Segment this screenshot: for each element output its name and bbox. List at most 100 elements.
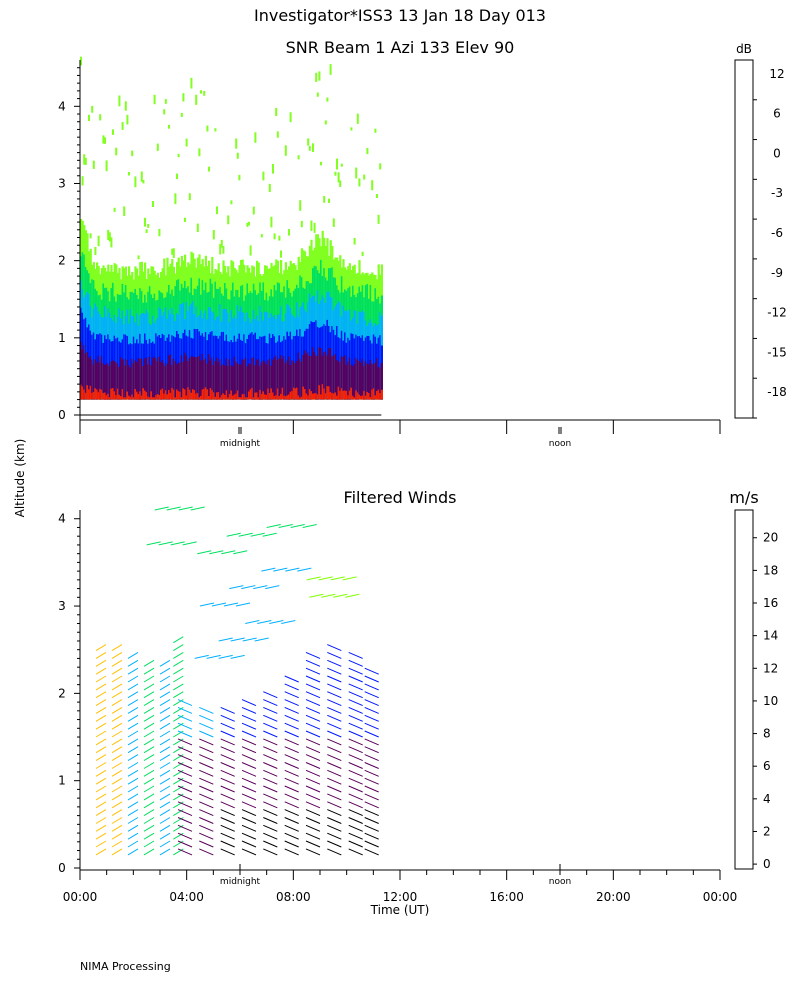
- wind-barb: [220, 769, 235, 777]
- wind-barb: [364, 738, 379, 746]
- wind-barb: [364, 809, 379, 817]
- wind-barb: [305, 730, 321, 738]
- wind-barb: [241, 746, 257, 754]
- wind-barb: [95, 824, 107, 832]
- wind-barb: [95, 683, 107, 691]
- snr-cell: [232, 366, 235, 400]
- snr-cell: [347, 395, 350, 400]
- wind-barb: [143, 817, 155, 824]
- snr-cell: [164, 390, 167, 400]
- snr-cell: [168, 355, 171, 400]
- snr-cell: [288, 229, 290, 236]
- snr-cell: [326, 355, 329, 400]
- snr-cell: [219, 359, 222, 400]
- wind-barb: [327, 675, 342, 683]
- footer-text: NIMA Processing: [80, 960, 171, 973]
- wind-barb: [348, 651, 363, 659]
- wind-barb: [262, 532, 277, 537]
- wind-x-tick-label: 20:00: [596, 890, 631, 904]
- wind-barb: [348, 762, 363, 769]
- wind-barb: [111, 840, 123, 848]
- snr-cell: [96, 389, 99, 400]
- snr-cell: [308, 145, 311, 151]
- wind-barb: [177, 848, 193, 856]
- snr-cell: [126, 391, 129, 400]
- snr-cell: [92, 364, 95, 400]
- wind-barb: [177, 824, 193, 832]
- snr-cell: [134, 360, 137, 400]
- wind-barb: [95, 785, 107, 793]
- snr-cell: [265, 394, 268, 400]
- wind-barb: [177, 738, 193, 746]
- snr-cell: [299, 359, 302, 400]
- snr-cell: [102, 363, 105, 400]
- snr-cell: [110, 361, 113, 400]
- wind-barb: [284, 730, 299, 738]
- wind-barb: [327, 793, 342, 801]
- wind-barb: [95, 722, 107, 730]
- snr-cell: [121, 122, 124, 130]
- wind-barb: [284, 817, 299, 824]
- snr-cell: [230, 200, 233, 205]
- wind-barb: [111, 651, 123, 659]
- snr-cell: [350, 387, 353, 400]
- snr-cell: [297, 352, 300, 400]
- wind-barb: [182, 541, 197, 546]
- wind-barb: [284, 793, 299, 801]
- snr-cell: [244, 397, 247, 400]
- snr-cell: [246, 397, 249, 400]
- snr-cell: [278, 358, 281, 400]
- wind-barb: [95, 840, 107, 848]
- wind-barb: [241, 585, 256, 590]
- wind-colorbar-label: 8: [763, 727, 771, 741]
- snr-cell: [84, 353, 87, 400]
- snr-cell: [356, 113, 359, 124]
- snr-cell: [248, 363, 251, 400]
- snr-cell: [204, 387, 207, 400]
- snr-cell: [276, 359, 279, 400]
- wind-barb: [218, 637, 233, 642]
- wind-barb: [173, 762, 184, 769]
- snr-colorbar-frame: [734, 59, 754, 419]
- snr-cell: [105, 395, 108, 400]
- snr-cell: [361, 395, 364, 400]
- snr-y-tick-label: 1: [58, 331, 66, 345]
- snr-cell: [196, 392, 199, 400]
- wind-barb: [95, 699, 107, 707]
- snr-cell: [268, 358, 271, 400]
- wind-barb: [327, 769, 342, 777]
- wind-barb: [211, 602, 227, 607]
- snr-cell: [360, 362, 363, 400]
- snr-cell: [364, 361, 367, 400]
- snr-cell: [257, 397, 260, 400]
- snr-cell: [171, 248, 174, 255]
- snr-cell: [328, 348, 331, 400]
- wind-barb: [284, 840, 299, 848]
- snr-cell: [310, 220, 313, 231]
- wind-barb: [263, 809, 278, 817]
- snr-cell: [112, 360, 115, 400]
- snr-cell: [286, 360, 289, 400]
- wind-barb: [95, 809, 107, 817]
- snr-cell: [208, 166, 210, 172]
- snr-colorbar-label: 6: [773, 107, 781, 121]
- snr-cell: [278, 235, 281, 241]
- snr-cell: [211, 357, 214, 400]
- wind-x-tick-label: 04:00: [169, 890, 204, 904]
- y-axis-label: Altitude (km): [13, 439, 27, 518]
- snr-cell: [254, 392, 257, 400]
- wind-barb: [143, 675, 155, 683]
- wind-barb: [257, 620, 272, 624]
- wind-barb: [127, 699, 139, 707]
- snr-cell: [291, 360, 294, 400]
- wind-barb: [111, 714, 123, 722]
- snr-cell: [345, 364, 348, 400]
- wind-barb: [159, 809, 171, 817]
- snr-cell: [313, 222, 316, 233]
- wind-barb: [302, 524, 317, 528]
- snr-cell: [332, 355, 335, 400]
- wind-barb: [173, 777, 184, 785]
- wind-barb: [111, 762, 123, 769]
- snr-cell: [273, 357, 276, 400]
- wind-barb: [159, 793, 171, 801]
